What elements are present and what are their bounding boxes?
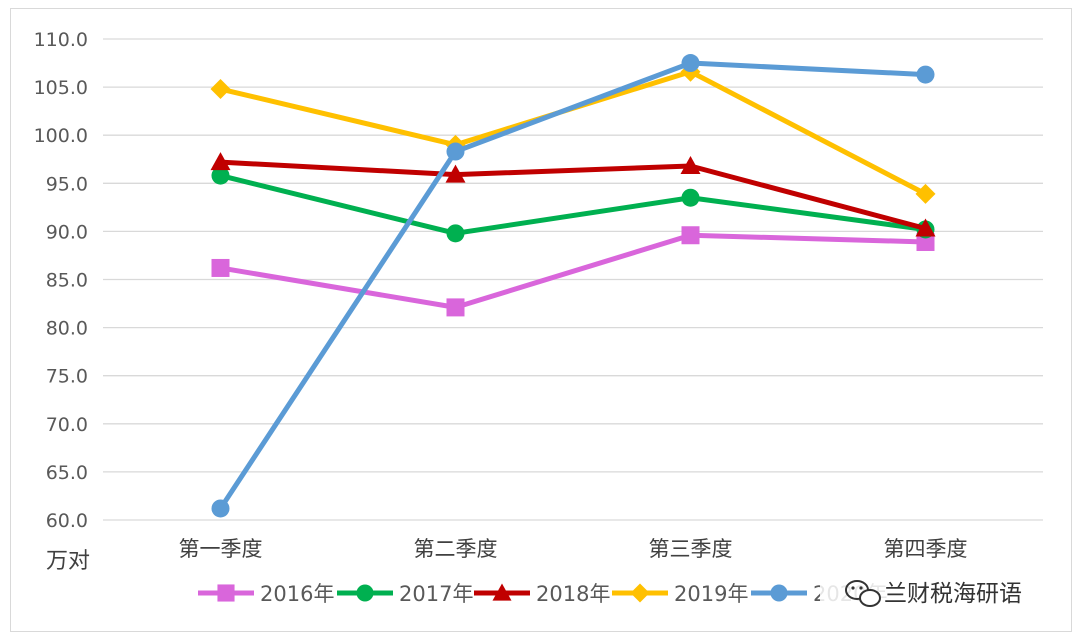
legend-item: 2018年: [474, 582, 610, 606]
legend-swatch-marker: [217, 584, 235, 602]
x-category-label: 第三季度: [649, 537, 733, 561]
legend-swatch-marker: [356, 584, 374, 602]
legend-label: 2016年: [260, 582, 334, 606]
series-2020年: [211, 54, 935, 518]
data-point: [681, 188, 700, 207]
y-tick-label: 100.0: [34, 125, 88, 147]
wechat-icon: [845, 580, 881, 607]
data-point: [211, 499, 230, 518]
data-point: [916, 65, 935, 84]
x-category-label: 第四季度: [884, 537, 968, 561]
legend-label: 2017年: [399, 582, 473, 606]
watermark-text: 兰财税海研语: [884, 581, 1022, 607]
data-point: [680, 155, 701, 174]
data-point: [445, 164, 466, 183]
legend-label: 2019年: [674, 582, 748, 606]
data-point: [446, 298, 465, 317]
y-tick-label: 70.0: [46, 414, 88, 436]
x-category-label: 第二季度: [414, 537, 498, 561]
series-line: [218, 69, 928, 197]
grid-lines: [103, 38, 1043, 521]
watermark-background: [820, 572, 1050, 612]
series-line: [218, 232, 928, 310]
data-point: [681, 226, 700, 245]
data-point: [211, 166, 230, 185]
y-tick-label: 80.0: [46, 318, 88, 340]
y-tick-label: 90.0: [46, 221, 88, 243]
y-tick-label: 65.0: [46, 462, 88, 484]
data-point: [210, 79, 231, 100]
watermark: 兰财税海研语: [820, 572, 1050, 612]
y-tick-label: 95.0: [46, 173, 88, 195]
legend-swatch-marker: [630, 583, 650, 603]
series-2018年: [210, 152, 936, 237]
data-point: [915, 218, 936, 237]
y-axis-unit-label: 万对: [46, 549, 90, 574]
data-point: [916, 232, 935, 251]
legend: 2016年2017年2018年2019年2020年: [198, 582, 887, 606]
x-axis-categories: 第一季度 第二季度 第三季度 第四季度: [179, 537, 968, 561]
y-tick-label: 60.0: [46, 510, 88, 532]
data-point: [681, 54, 700, 73]
data-point: [446, 142, 465, 161]
y-axis-ticks: 60.0 65.0 70.0 75.0 80.0 85.0 90.0 95.0 100.0 105…: [34, 29, 88, 532]
series-2016年: [211, 226, 935, 317]
y-tick-label: 75.0: [46, 366, 88, 388]
chart-frame: [10, 8, 1072, 632]
data-point: [211, 258, 230, 277]
legend-label: 2018年: [536, 582, 610, 606]
data-point: [446, 224, 465, 243]
legend-swatch-marker: [770, 584, 788, 602]
y-tick-label: 85.0: [46, 270, 88, 292]
y-tick-label: 105.0: [34, 77, 88, 99]
series-group: [210, 54, 936, 518]
series-2019年: [210, 61, 936, 204]
legend-item: 2019年: [612, 582, 748, 606]
data-point: [210, 152, 231, 171]
data-point: [915, 183, 936, 204]
legend-item: 2016年: [198, 582, 334, 606]
legend-item: 2017年: [337, 582, 473, 606]
series-line: [218, 60, 928, 511]
series-line: [218, 159, 928, 232]
series-line: [218, 173, 928, 236]
legend-swatch-marker: [492, 583, 512, 601]
y-tick-label: 110.0: [34, 29, 88, 51]
x-category-label: 第一季度: [179, 537, 263, 561]
